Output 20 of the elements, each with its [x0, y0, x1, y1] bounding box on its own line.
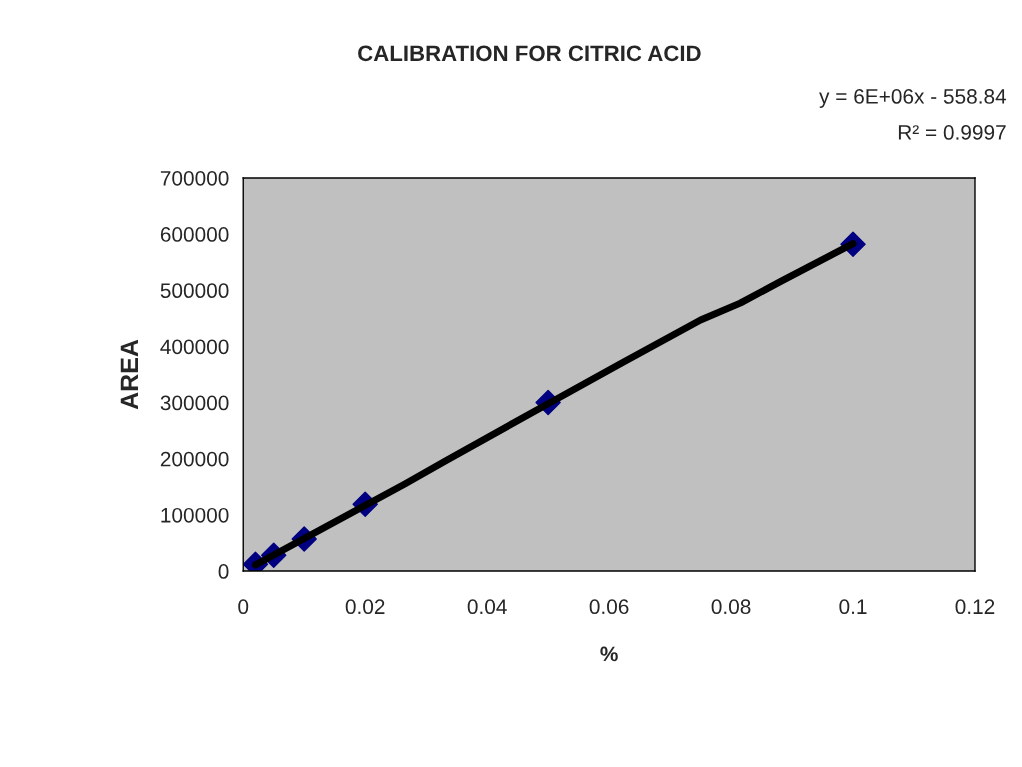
- x-tick-label: 0.02: [345, 599, 385, 615]
- x-tick-label: 0.08: [711, 599, 751, 615]
- x-tick-label: 0.04: [467, 599, 507, 615]
- y-tick-label: 400000: [160, 339, 229, 355]
- y-tick-label: 100000: [161, 507, 229, 523]
- chart-title: CALIBRATION FOR CITRIC ACID: [358, 45, 701, 62]
- x-tick-label: 0.12: [955, 599, 995, 615]
- x-axis-title: %: [600, 646, 618, 662]
- y-tick-label: 500000: [160, 283, 229, 299]
- x-tick-label: 0.06: [589, 599, 629, 615]
- x-tick-label: 0: [238, 599, 249, 615]
- text: R² = 0.9997: [898, 125, 1006, 140]
- y-tick-label: 0: [218, 564, 229, 579]
- y-tick-label: 200000: [160, 451, 229, 467]
- y-tick-label: 700000: [160, 170, 229, 186]
- y-tick-label: 600000: [160, 227, 229, 242]
- text: y = 6E+06x - 558.84: [819, 89, 1007, 108]
- x-tick-label: 0.1: [839, 599, 867, 615]
- y-tick-label: 300000: [160, 395, 229, 411]
- y-axis-title: AREA: [120, 339, 138, 410]
